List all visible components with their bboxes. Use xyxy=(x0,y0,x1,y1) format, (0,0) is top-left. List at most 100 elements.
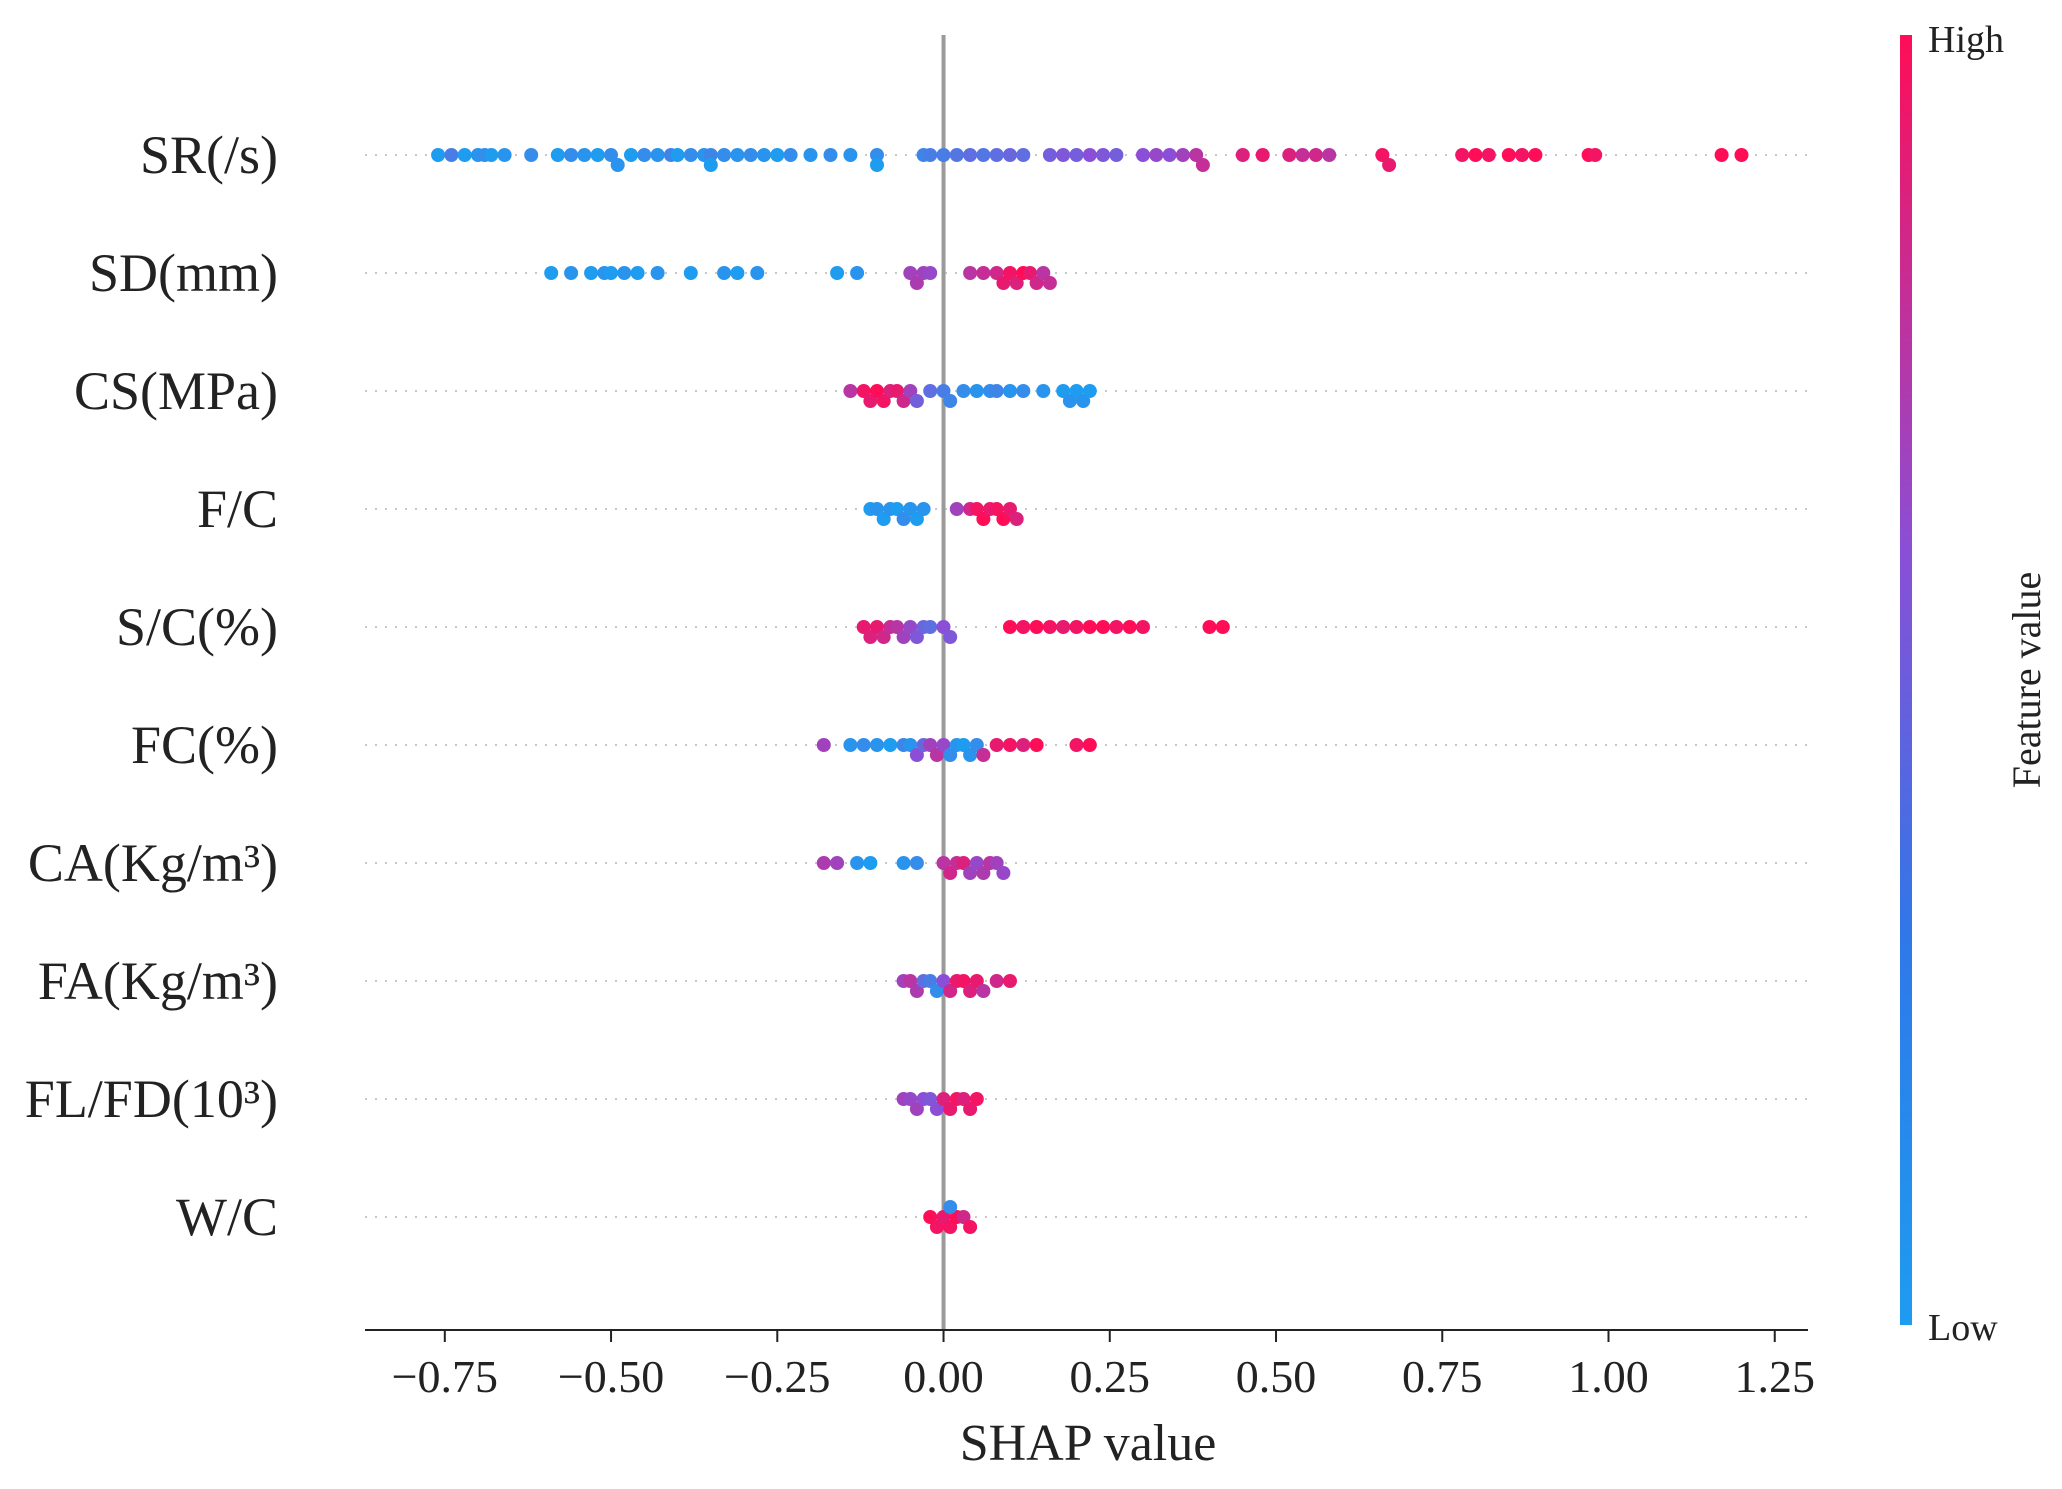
shap-point xyxy=(956,974,971,988)
shap-point xyxy=(989,148,1004,162)
shap-point xyxy=(1069,148,1084,162)
shap-point xyxy=(637,148,652,162)
shap-point xyxy=(843,384,858,398)
shap-point xyxy=(1175,148,1190,162)
shap-point xyxy=(743,148,758,162)
shap-point xyxy=(1003,148,1017,162)
shap-point xyxy=(564,266,579,280)
shap-point xyxy=(876,394,891,408)
shap-point xyxy=(1069,384,1084,398)
feature-label: FA(Kg/m³) xyxy=(38,951,278,1011)
shap-point xyxy=(1016,148,1031,162)
shap-point xyxy=(1136,620,1150,634)
shap-point xyxy=(1195,158,1210,172)
shap-point xyxy=(1009,512,1024,526)
shap-point xyxy=(903,384,918,398)
shap-point xyxy=(909,276,924,290)
shap-point xyxy=(989,266,1004,280)
colorbar-low-label: Low xyxy=(1928,1307,1998,1349)
shap-point xyxy=(936,974,951,988)
shap-point xyxy=(989,738,1004,752)
shap-point xyxy=(757,148,771,162)
x-axis-label: SHAP value xyxy=(960,1415,1217,1472)
shap-point xyxy=(1189,148,1204,162)
shap-point xyxy=(730,266,745,280)
shap-point xyxy=(703,158,718,172)
feature-label: SD(mm) xyxy=(89,243,278,303)
shap-point xyxy=(670,148,685,162)
shap-point xyxy=(936,148,951,162)
shap-point xyxy=(750,266,765,280)
shap-point xyxy=(943,1220,958,1234)
shap-point xyxy=(976,866,991,880)
shap-point xyxy=(969,384,984,398)
shap-point xyxy=(1023,266,1037,280)
shap-point xyxy=(896,856,911,870)
shap-point xyxy=(949,502,964,516)
shap-point xyxy=(524,148,539,162)
shap-point xyxy=(936,384,951,398)
shap-point xyxy=(1042,148,1057,162)
shap-point xyxy=(963,748,978,762)
shap-point xyxy=(816,738,831,752)
shap-point xyxy=(1082,738,1097,752)
shap-point xyxy=(909,394,924,408)
shap-point xyxy=(870,620,884,634)
shap-point xyxy=(969,738,984,752)
shap-point xyxy=(996,866,1011,880)
shap-point xyxy=(1235,148,1250,162)
shap-point xyxy=(1162,148,1177,162)
shap-point xyxy=(923,384,938,398)
shap-point xyxy=(803,148,818,162)
shap-point xyxy=(1062,394,1077,408)
shap-point xyxy=(830,856,845,870)
shap-point xyxy=(876,630,891,644)
feature-label: FL/FD(10³) xyxy=(25,1069,278,1129)
shap-point xyxy=(624,148,638,162)
shap-point xyxy=(956,1210,971,1224)
shap-point xyxy=(1295,148,1310,162)
shap-point xyxy=(969,974,984,988)
shap-point xyxy=(943,984,958,998)
shap-point xyxy=(1056,620,1071,634)
shap-point xyxy=(1003,384,1017,398)
shap-point xyxy=(923,266,938,280)
shap-point xyxy=(1468,148,1483,162)
shap-point xyxy=(1076,394,1091,408)
shap-point xyxy=(870,148,884,162)
shap-point xyxy=(497,148,512,162)
colorbar: High Low Feature value xyxy=(1900,19,2049,1349)
shap-point xyxy=(1515,148,1530,162)
shap-point xyxy=(1734,148,1749,162)
shap-point xyxy=(956,1092,971,1106)
shap-point xyxy=(1056,384,1071,398)
shap-point xyxy=(1003,974,1017,988)
shap-point xyxy=(936,1210,951,1224)
shap-point xyxy=(843,738,858,752)
shap-point xyxy=(1308,148,1323,162)
shap-point xyxy=(1016,738,1031,752)
shap-point xyxy=(1009,276,1024,290)
shap-point xyxy=(1501,148,1516,162)
shap-point xyxy=(989,856,1004,870)
shap-point xyxy=(923,148,938,162)
shap-point xyxy=(1588,148,1603,162)
shap-point xyxy=(909,984,924,998)
shap-point xyxy=(1042,620,1057,634)
shap-point xyxy=(870,158,884,172)
x-tick-label: −0.25 xyxy=(724,1351,830,1402)
shap-point xyxy=(883,738,898,752)
shap-point xyxy=(863,856,878,870)
shap-point xyxy=(863,394,878,408)
shap-point xyxy=(969,1092,984,1106)
x-tick-label: −0.50 xyxy=(558,1351,664,1402)
shap-point xyxy=(963,1102,978,1116)
shap-point xyxy=(916,502,931,516)
shap-point xyxy=(1528,148,1543,162)
shap-point xyxy=(1056,148,1071,162)
shap-point xyxy=(929,748,944,762)
shap-point xyxy=(1036,384,1051,398)
shap-point xyxy=(617,266,632,280)
shap-point xyxy=(1215,620,1230,634)
